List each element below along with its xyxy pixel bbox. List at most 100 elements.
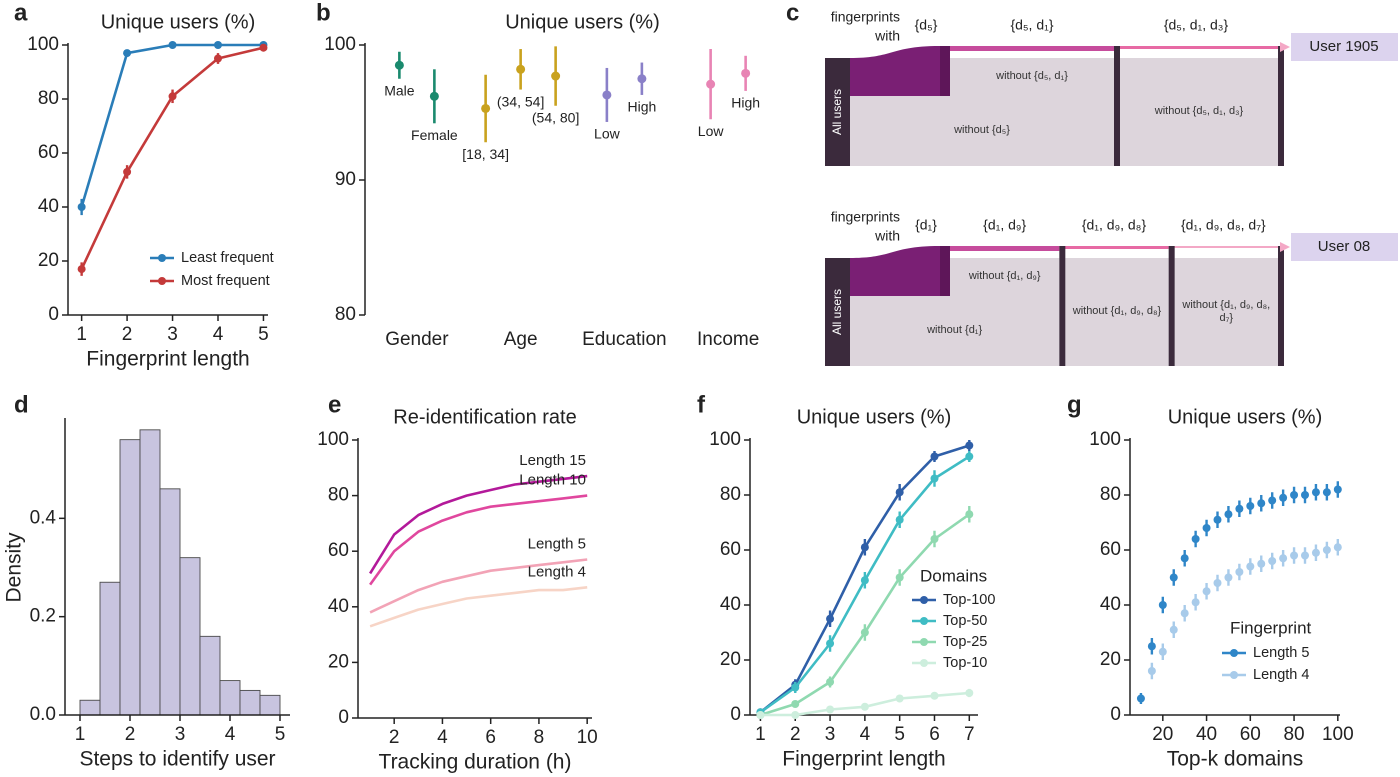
point — [1290, 491, 1299, 499]
point — [1158, 647, 1167, 656]
arrow-head — [1280, 42, 1290, 52]
point — [930, 474, 939, 483]
flow — [950, 246, 1060, 251]
node — [940, 46, 950, 96]
stage-bar — [1114, 46, 1120, 166]
point-label: Male — [384, 82, 415, 98]
bar — [219, 680, 241, 716]
remainder-block — [850, 296, 1060, 366]
y-tick-label: 90 — [335, 169, 356, 190]
stage-bar — [1059, 246, 1066, 366]
remainder-label-box: without {d₅} — [954, 124, 1010, 136]
y-tick-label: 40 — [328, 596, 349, 617]
x-tick-label: 60 — [1240, 724, 1261, 745]
legend-marker — [1230, 649, 1238, 657]
point — [791, 711, 800, 719]
point — [791, 683, 800, 692]
point — [1202, 587, 1211, 596]
series-line — [80, 43, 264, 208]
x-tick-label: 4 — [213, 324, 224, 345]
point — [77, 203, 86, 211]
panel-letter: c — [786, 0, 799, 26]
point — [1224, 573, 1233, 582]
remainder-label-box: without {d₁} — [927, 324, 982, 336]
point — [1333, 543, 1342, 552]
series-line — [369, 558, 588, 614]
legend-marker — [158, 277, 166, 285]
panel-letter: f — [697, 391, 706, 418]
target-label: User 1905 — [1309, 38, 1378, 55]
header-text: with — [874, 28, 900, 44]
source-bar — [825, 58, 850, 166]
source-label: All users — [830, 289, 844, 335]
y-tick-label: 100 — [317, 429, 349, 450]
x-tick-label: 5 — [258, 324, 269, 345]
point — [1333, 485, 1342, 494]
y-tick-label: 20 — [38, 250, 59, 271]
point — [123, 167, 132, 176]
chart-title: Unique users (%) — [101, 11, 256, 33]
legend-marker — [158, 254, 166, 262]
step-label: {d₅} — [915, 17, 938, 33]
point — [860, 576, 869, 585]
point — [895, 515, 904, 524]
remainder-label-box: without {d₅, d₁, d₃} — [1155, 105, 1243, 117]
step-label: {d₁, d₉, d₈} — [1082, 217, 1147, 233]
point — [1235, 568, 1244, 576]
point — [394, 60, 404, 70]
bar — [259, 694, 281, 716]
x-axis-label: Top-k domains — [1167, 748, 1304, 771]
y-tick-label: 80 — [328, 485, 349, 506]
point — [1147, 642, 1156, 651]
point — [895, 694, 904, 703]
point — [1169, 625, 1178, 634]
point — [1147, 667, 1156, 675]
chart-title: Unique users (%) — [1168, 406, 1323, 428]
x-tick-label: 80 — [1283, 724, 1304, 745]
x-tick-label: 1 — [76, 324, 87, 345]
y-tick-label: 0 — [1110, 704, 1121, 725]
x-tick-label: 4 — [437, 727, 448, 748]
x-tick-label: 100 — [1322, 724, 1354, 745]
chart-title: Unique users (%) — [797, 406, 952, 428]
x-tick-label: 3 — [175, 724, 186, 745]
point — [551, 71, 561, 81]
point-label: Female — [411, 127, 458, 143]
flow — [850, 46, 940, 96]
point — [1224, 510, 1233, 519]
point — [860, 628, 869, 637]
point-label: High — [627, 99, 656, 115]
point — [791, 700, 800, 708]
point — [756, 711, 765, 719]
panel-letter: b — [316, 0, 331, 26]
target-label: User 08 — [1318, 238, 1371, 255]
y-tick-label: 80 — [335, 304, 356, 325]
point-label: [18, 34] — [462, 146, 509, 162]
line-label: Length 5 — [528, 536, 586, 553]
x-tick-label: 3 — [167, 324, 178, 345]
stage-bar — [1168, 246, 1175, 366]
x-tick-label: 2 — [790, 724, 801, 745]
y-tick-label: 40 — [38, 196, 59, 217]
x-axis-label: Fingerprint length — [782, 748, 945, 771]
x-tick-label: 8 — [534, 727, 545, 748]
point — [706, 79, 716, 89]
y-tick-label: 20 — [720, 649, 741, 670]
point — [1180, 609, 1189, 618]
x-tick-label: 6 — [929, 724, 940, 745]
legend-marker — [920, 659, 928, 667]
x-tick-label: 2 — [122, 324, 133, 345]
point — [429, 91, 439, 101]
y-tick-label: 20 — [1100, 649, 1121, 670]
flow — [1114, 46, 1278, 49]
step-label: {d₅, d₁, d₃} — [1164, 17, 1229, 33]
y-tick-label: 0 — [730, 704, 741, 725]
point — [1301, 491, 1309, 499]
point — [826, 614, 835, 623]
x-tick-label: 40 — [1196, 724, 1217, 745]
bar — [179, 557, 201, 716]
point — [1180, 554, 1189, 563]
remainder-block — [1174, 258, 1278, 366]
panel-letter: d — [14, 391, 29, 418]
